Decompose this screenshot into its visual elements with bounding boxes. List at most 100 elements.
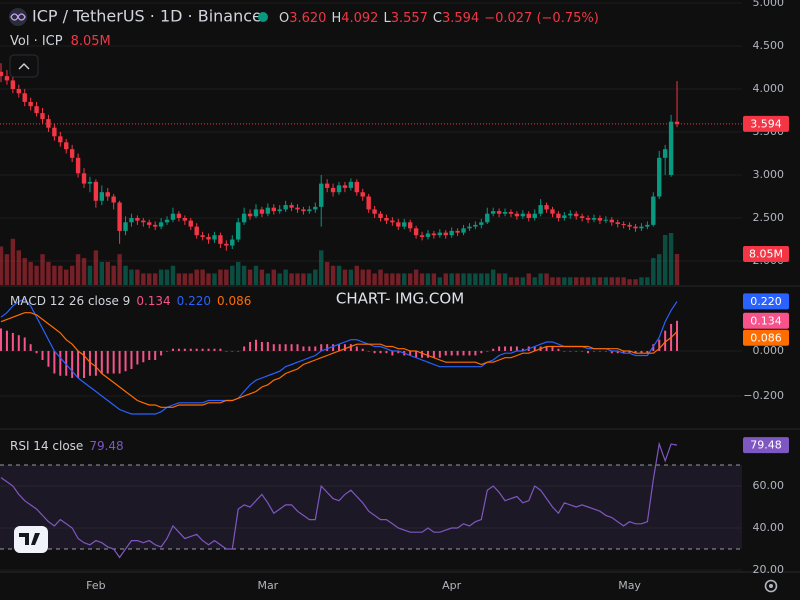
volume-bar <box>152 273 158 285</box>
volume-bar <box>342 269 348 285</box>
histogram-bar <box>183 348 186 351</box>
volume-bar <box>514 277 520 285</box>
volume-bar <box>0 246 4 285</box>
histogram-bar <box>272 344 275 351</box>
candle-body <box>319 183 324 207</box>
volume-bar <box>218 269 223 285</box>
histogram-bar <box>676 320 679 351</box>
volume-bar <box>437 277 443 285</box>
candle-body <box>182 218 188 221</box>
candle-body <box>22 93 27 102</box>
histogram-bar <box>486 350 489 352</box>
volume-bar <box>384 273 389 285</box>
volume-bar <box>455 273 460 285</box>
candle-body <box>99 192 105 201</box>
candle-body <box>75 157 81 174</box>
histogram-bar <box>509 346 512 351</box>
histogram-bar <box>195 348 198 351</box>
volume-bar <box>236 261 241 285</box>
histogram-bar <box>545 346 548 351</box>
volume-bar <box>40 254 45 285</box>
volume-bar <box>313 269 318 285</box>
histogram-bar <box>397 350 400 354</box>
histogram-bar <box>65 350 68 376</box>
candle-body <box>52 127 57 137</box>
volume-bar <box>16 250 21 285</box>
volume-bar <box>247 269 253 285</box>
volume-bar <box>170 265 176 285</box>
settings-button[interactable] <box>764 579 778 593</box>
volume-bar <box>28 261 33 285</box>
volume-bar <box>485 273 490 285</box>
histogram-bar <box>373 350 376 354</box>
volume-bar <box>461 273 466 285</box>
candle-body <box>307 209 312 212</box>
volume-bar <box>182 273 188 285</box>
y-tick-label: 40.00 <box>753 521 785 534</box>
volume-bar <box>69 265 75 285</box>
candle-body <box>295 207 300 210</box>
candle-body <box>28 101 33 107</box>
collapse-button[interactable] <box>9 54 39 78</box>
histogram-bar <box>266 341 269 351</box>
ohlc-value: 4.092 <box>341 11 378 26</box>
volume-bar <box>34 265 39 285</box>
plot-layer: 2.0002.5003.0003.5004.0004.5005.000FebMa… <box>0 0 789 592</box>
volume-bar <box>615 277 620 285</box>
candle-body <box>0 71 4 77</box>
legend-value: 0.086 <box>217 294 251 308</box>
volume-bar <box>449 273 454 285</box>
histogram-bar <box>581 350 584 352</box>
histogram-bar <box>278 344 281 351</box>
histogram-bar <box>646 350 649 354</box>
candle-body <box>330 187 336 193</box>
candle-body <box>69 149 75 158</box>
candle-body <box>277 209 282 212</box>
symbol-logo-mark <box>10 13 26 21</box>
price-badge-label: 0.220 <box>750 295 782 308</box>
histogram-bar <box>94 350 97 376</box>
ohlc-key: C <box>433 11 442 26</box>
candle-body <box>64 142 69 150</box>
volume-bar <box>259 269 265 285</box>
candle-body <box>556 213 561 219</box>
volume-bar <box>206 273 211 285</box>
histogram-bar <box>160 350 163 356</box>
volume-bar <box>467 273 472 285</box>
histogram-bar <box>296 344 299 351</box>
candle-body <box>514 213 520 217</box>
volume-bar <box>307 273 312 285</box>
histogram-bar <box>326 344 329 351</box>
volume-bar <box>10 238 16 285</box>
x-tick-label: Mar <box>257 579 278 592</box>
candle-body <box>218 235 223 244</box>
histogram-bar <box>0 328 2 351</box>
volume-bar <box>295 273 300 285</box>
candle-body <box>574 213 579 217</box>
candle-body <box>247 213 253 217</box>
histogram-bar <box>332 344 335 351</box>
price-badge <box>743 329 789 346</box>
histogram-bar <box>343 344 346 351</box>
histogram-bar <box>598 350 601 352</box>
candle-body <box>645 224 650 227</box>
histogram-bar <box>207 348 210 351</box>
ohlc-value: 3.594 <box>442 11 479 26</box>
histogram-bar <box>118 350 121 374</box>
volume-bar <box>496 273 502 285</box>
volume-bar <box>360 269 365 285</box>
candle-body <box>259 209 265 214</box>
candle-body <box>289 205 294 208</box>
candle-body <box>585 218 591 220</box>
tradingview-logo[interactable] <box>14 526 48 553</box>
volume-bar <box>129 269 134 285</box>
candle-body <box>538 205 543 214</box>
candle-body <box>123 222 128 231</box>
y-tick-label: 4.500 <box>753 39 785 52</box>
candle-body <box>176 213 182 219</box>
histogram-bar <box>450 350 453 356</box>
price-badge-label: 0.134 <box>750 314 782 327</box>
volume-bar <box>330 265 336 285</box>
